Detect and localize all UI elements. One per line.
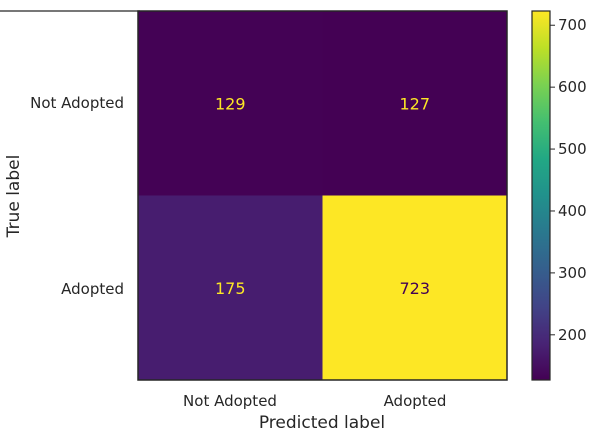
- colorbar-tick-label-700: 700: [558, 16, 587, 34]
- y-tick-label-adopted: Adopted: [61, 280, 124, 298]
- x-tick-label-not-adopted: Not Adopted: [183, 392, 277, 410]
- y-axis-label: True label: [4, 155, 24, 239]
- matrix-frame: [137, 10, 508, 381]
- matrix-cell-r1-c1: [322, 195, 508, 381]
- matrix-cell-r0-c1: [322, 11, 508, 196]
- colorbar-tick-label-500: 500: [558, 140, 587, 158]
- matrix-cell-value-r1-c0: 175: [215, 279, 246, 298]
- colorbar-ticks: 200 300 400 500 600 700: [550, 16, 587, 344]
- y-tick-label-not-adopted: Not Adopted: [30, 94, 124, 112]
- colorbar-tick-label-300: 300: [558, 264, 587, 282]
- colorbar-tick-label-600: 600: [558, 78, 587, 96]
- x-tick-label-adopted: Adopted: [384, 392, 447, 410]
- colorbar-tick-label-400: 400: [558, 202, 587, 220]
- matrix-cell-values: 129 127 175 723: [215, 94, 430, 298]
- matrix-cell-value-r0-c1: 127: [399, 94, 430, 113]
- matrix-cell-value-r1-c1: 723: [399, 279, 430, 298]
- colorbar: [531, 10, 551, 381]
- matrix-cell-value-r0-c0: 129: [215, 94, 246, 113]
- matrix-cells: [138, 11, 508, 381]
- colorbar-tick-label-200: 200: [558, 326, 587, 344]
- x-axis-label: Predicted label: [259, 413, 385, 433]
- matrix-cell-r0-c0: [138, 11, 323, 196]
- matrix-cell-r1-c0: [138, 195, 323, 381]
